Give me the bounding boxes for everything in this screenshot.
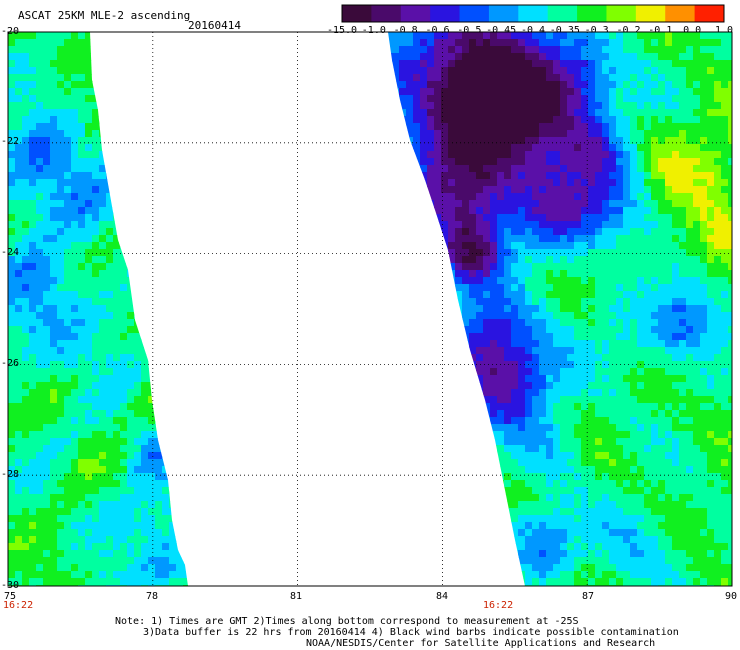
x-tick-label: 87 <box>582 591 595 602</box>
colorbar-label: -0.3 <box>584 25 609 36</box>
colorbar-label: 1.0 <box>714 25 734 36</box>
pass-time-label: 16:22 <box>483 600 514 611</box>
colorbar-swatch <box>488 5 519 22</box>
colorbar-label: -0.8 <box>393 25 418 36</box>
colorbar-label: -0.4 <box>520 25 546 36</box>
colorbar-swatch <box>547 5 578 22</box>
note-line-1: Note: 1) Times are GMT 2)Times along bot… <box>115 616 579 627</box>
pass-time-label: 16:22 <box>3 600 34 611</box>
x-tick-label: 78 <box>146 591 159 602</box>
colorbar-label: -0.5 <box>457 25 482 36</box>
note-line-2: 3)Data buffer is 22 hrs from 20160414 4)… <box>143 627 679 638</box>
colorbar-swatch <box>371 5 402 22</box>
colorbar-swatch <box>665 5 696 22</box>
y-tick-label: -30 <box>1 580 20 591</box>
colorbar-swatch <box>430 5 461 22</box>
colorbar-swatch <box>518 5 549 22</box>
note-line-3: NOAA/NESDIS/Center for Satellite Applica… <box>306 638 656 649</box>
colorbar <box>341 4 725 23</box>
colorbar-swatch <box>635 5 666 22</box>
x-tick-label: 84 <box>436 591 449 602</box>
colorbar-swatch <box>577 5 607 22</box>
x-tick-label: 81 <box>290 591 303 602</box>
y-tick-label: -22 <box>1 136 20 147</box>
map-frame <box>7 31 733 587</box>
y-tick-label: -24 <box>1 247 20 258</box>
x-tick-label: 75 <box>4 591 17 602</box>
colorbar-swatch <box>459 5 490 22</box>
y-tick-label: -26 <box>1 358 20 369</box>
colorbar-label: -0.6 <box>425 25 450 36</box>
product-title: ASCAT 25KM MLE-2 ascending <box>18 9 191 22</box>
colorbar-label: -0.1 <box>648 25 673 36</box>
colorbar-label: 0.0 <box>683 25 702 36</box>
y-tick-label: -28 <box>1 469 20 480</box>
y-tick-label: -20 <box>1 26 20 37</box>
colorbar-swatch <box>400 5 431 22</box>
colorbar-label: -15.0 <box>326 25 358 36</box>
colorbar-swatch <box>606 5 637 22</box>
colorbar-swatch <box>342 5 372 22</box>
colorbar-label: -0.35 <box>549 25 580 36</box>
x-tick-label: 90 <box>725 591 738 602</box>
colorbar-label: -0.45 <box>486 25 517 36</box>
product-date: 20160414 <box>188 19 241 32</box>
colorbar-label: -1.0 <box>361 25 386 36</box>
colorbar-swatch <box>694 5 725 22</box>
colorbar-label: -0.2 <box>616 25 641 36</box>
